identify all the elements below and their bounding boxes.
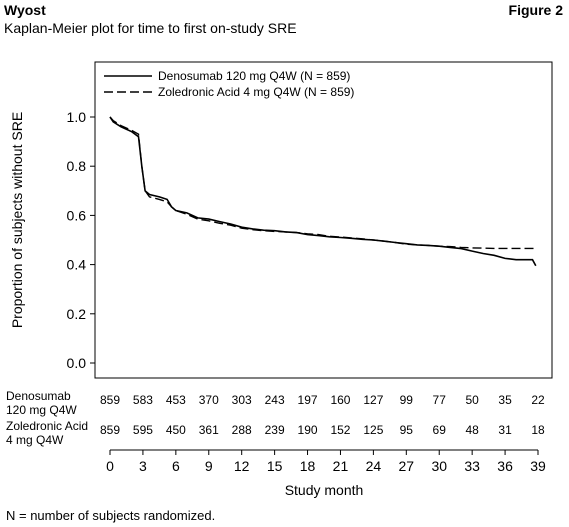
x-tick-label: 3 bbox=[139, 458, 147, 474]
chart-subtitle: Kaplan-Meier plot for time to first on-s… bbox=[4, 20, 297, 36]
y-tick-label: 0.0 bbox=[67, 355, 87, 371]
series-line-denosumab bbox=[109, 116, 537, 267]
risk-count: 303 bbox=[232, 393, 252, 407]
x-axis-label: Study month bbox=[285, 482, 364, 498]
risk-count: 859 bbox=[100, 393, 120, 407]
y-tick-label: 0.6 bbox=[67, 207, 87, 223]
y-axis-label: Proportion of subjects without SRE bbox=[9, 112, 25, 328]
x-tick-label: 9 bbox=[205, 458, 213, 474]
risk-count: 48 bbox=[465, 423, 479, 437]
axes: 0.0 0.2 0.4 0.6 0.8 1.0 Proportion of subjects… bbox=[9, 61, 553, 498]
risk-count: 22 bbox=[531, 393, 545, 407]
legend-entry: Denosumab 120 mg Q4W (N = 859) bbox=[158, 69, 350, 83]
risk-count: 453 bbox=[166, 393, 186, 407]
risk-count: 77 bbox=[433, 393, 447, 407]
y-tick-label: 0.8 bbox=[67, 158, 87, 174]
risk-count: 370 bbox=[199, 393, 219, 407]
x-tick-label: 33 bbox=[464, 458, 480, 474]
legend: Denosumab 120 mg Q4W (N = 859) Zoledronic… bbox=[104, 69, 354, 99]
risk-row-label: 4 mg Q4W bbox=[6, 433, 64, 447]
risk-count: 50 bbox=[465, 393, 479, 407]
figure-label: Figure 2 bbox=[508, 2, 563, 18]
risk-count: 69 bbox=[433, 423, 447, 437]
risk-count: 243 bbox=[265, 393, 285, 407]
y-tick-label: 1.0 bbox=[67, 109, 87, 125]
risk-count: 160 bbox=[330, 393, 350, 407]
x-tick-label: 0 bbox=[106, 458, 114, 474]
x-tick-label: 30 bbox=[431, 458, 447, 474]
risk-count: 127 bbox=[363, 393, 383, 407]
y-tick-label: 0.4 bbox=[67, 257, 87, 273]
risk-count: 31 bbox=[498, 423, 512, 437]
risk-count: 239 bbox=[265, 423, 285, 437]
risk-row-label: 120 mg Q4W bbox=[6, 403, 77, 417]
risk-count: 18 bbox=[531, 423, 545, 437]
series-line-zoledronic-acid bbox=[109, 116, 536, 250]
risk-count: 197 bbox=[298, 393, 318, 407]
author-label: Wyost bbox=[4, 2, 46, 18]
x-tick-label: 24 bbox=[366, 458, 382, 474]
x-tick-label: 15 bbox=[267, 458, 283, 474]
x-tick-label: 6 bbox=[172, 458, 180, 474]
x-tick-label: 18 bbox=[300, 458, 316, 474]
risk-count: 450 bbox=[166, 423, 186, 437]
risk-count: 190 bbox=[298, 423, 318, 437]
risk-count: 595 bbox=[133, 423, 153, 437]
risk-count: 859 bbox=[100, 423, 120, 437]
y-tick-label: 0.2 bbox=[67, 306, 87, 322]
plot-frame bbox=[94, 61, 553, 379]
x-tick-label: 27 bbox=[399, 458, 415, 474]
risk-count: 583 bbox=[133, 393, 153, 407]
risk-row-label: Denosumab bbox=[6, 389, 71, 403]
risk-count: 99 bbox=[400, 393, 414, 407]
legend-entry: Zoledronic Acid 4 mg Q4W (N = 859) bbox=[158, 85, 354, 99]
x-tick-label: 12 bbox=[234, 458, 250, 474]
risk-count: 35 bbox=[498, 393, 512, 407]
x-tick-label: 36 bbox=[497, 458, 513, 474]
footnote: N = number of subjects randomized. bbox=[6, 508, 216, 523]
x-tick-label: 39 bbox=[530, 458, 546, 474]
x-tick-label: 21 bbox=[333, 458, 349, 474]
series-layer bbox=[109, 116, 537, 267]
risk-count: 361 bbox=[199, 423, 219, 437]
risk-count: 288 bbox=[232, 423, 252, 437]
risk-row-label: Zoledronic Acid bbox=[6, 419, 88, 433]
risk-count: 125 bbox=[363, 423, 383, 437]
risk-count: 95 bbox=[400, 423, 414, 437]
risk-count: 152 bbox=[330, 423, 350, 437]
